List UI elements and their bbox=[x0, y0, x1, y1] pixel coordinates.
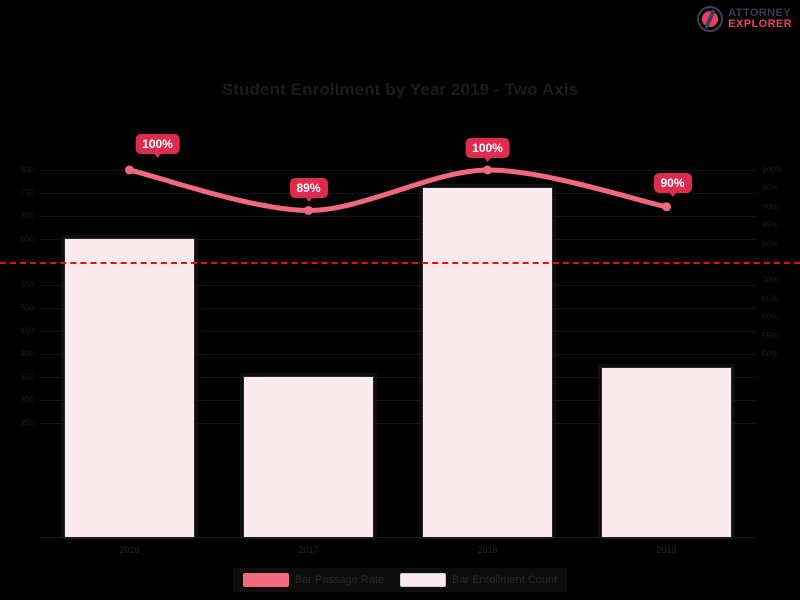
line-point[interactable] bbox=[125, 165, 134, 175]
x-axis-baseline bbox=[40, 537, 756, 538]
legend-swatch-line bbox=[242, 573, 289, 587]
y-tick-left: 800 bbox=[20, 165, 34, 175]
bar[interactable] bbox=[61, 235, 198, 538]
gridline bbox=[40, 170, 756, 171]
data-label: 100% bbox=[465, 138, 510, 162]
line-point[interactable] bbox=[483, 165, 492, 175]
plot-area: 800 750 700 650 600 550 500 450 400 350 300 250 100… bbox=[0, 134, 800, 539]
bar[interactable] bbox=[598, 363, 735, 539]
y-tick-left: 350 bbox=[20, 372, 34, 382]
y-tick-left: 400 bbox=[20, 349, 34, 359]
legend-label-bar: Bar Enrollment Count bbox=[452, 574, 558, 586]
bar[interactable] bbox=[419, 184, 556, 538]
threshold-line bbox=[0, 262, 800, 264]
y-tick-left: 300 bbox=[20, 395, 34, 405]
brand-logo[interactable]: ATTORNEY EXPLORER bbox=[697, 6, 792, 32]
y-tick-right: 50% bbox=[762, 349, 779, 359]
y-tick-right: 90% bbox=[762, 202, 779, 212]
gridline bbox=[40, 377, 756, 378]
y-tick-left: 650 bbox=[20, 234, 34, 244]
y-tick-left: 450 bbox=[20, 326, 34, 336]
bar-series bbox=[40, 170, 756, 539]
x-tick-label: 2019 bbox=[656, 545, 677, 555]
logo-line-1: ATTORNEY bbox=[728, 6, 791, 19]
y-tick-left: 550 bbox=[20, 280, 34, 290]
y-tick-right: 65% bbox=[762, 294, 779, 304]
gridline bbox=[40, 193, 756, 194]
y-tick-left: 250 bbox=[20, 418, 34, 428]
line-path bbox=[127, 167, 669, 213]
logo-line-2: EXPLORER bbox=[728, 18, 792, 30]
gridline bbox=[40, 400, 756, 401]
legend-item-bar-passage-rate[interactable]: Bar Passage Rate bbox=[242, 573, 385, 587]
logo-wordmark: ATTORNEY EXPLORER bbox=[728, 6, 792, 30]
gridline bbox=[40, 285, 756, 286]
y-tick-right: 95% bbox=[762, 183, 779, 193]
y-tick-right: 100% bbox=[762, 165, 783, 175]
y-tick-right: 70% bbox=[762, 275, 779, 285]
y-tick-left: 500 bbox=[20, 303, 34, 313]
legend-label-line: Bar Passage Rate bbox=[294, 574, 385, 586]
x-tick-label: 2018 bbox=[477, 545, 498, 555]
y-tick-right: 85% bbox=[762, 220, 779, 230]
data-label: 89% bbox=[289, 178, 328, 203]
data-label: 100% bbox=[135, 134, 180, 158]
legend-swatch-bar bbox=[400, 573, 447, 587]
y-tick-right: 80% bbox=[762, 239, 779, 249]
line-series bbox=[125, 165, 671, 215]
data-label: 90% bbox=[653, 172, 692, 197]
x-axis-labels: 2016 2017 2018 2019 bbox=[40, 545, 756, 563]
logo-mark-icon bbox=[697, 6, 724, 32]
bar[interactable] bbox=[240, 373, 377, 538]
line-point[interactable] bbox=[304, 205, 313, 215]
y-tick-right: 55% bbox=[762, 331, 779, 341]
chart-legend: Bar Passage Rate Bar Enrollment Count bbox=[0, 568, 800, 592]
gridline bbox=[40, 331, 756, 332]
line-point[interactable] bbox=[662, 202, 671, 212]
gridline bbox=[40, 216, 756, 217]
x-tick-label: 2016 bbox=[119, 545, 140, 555]
gridline bbox=[40, 354, 756, 355]
gridline bbox=[40, 423, 756, 424]
chart-title: Student Enrollment by Year 2019 - Two Ax… bbox=[221, 80, 579, 99]
x-tick-label: 2017 bbox=[298, 545, 319, 555]
legend-item-bar-enrollment-count[interactable]: Bar Enrollment Count bbox=[400, 573, 557, 587]
gridline bbox=[40, 239, 756, 240]
y-tick-left: 700 bbox=[20, 211, 34, 221]
y-tick-left: 750 bbox=[20, 188, 34, 198]
gridline bbox=[40, 308, 756, 309]
y-tick-right: 60% bbox=[762, 312, 779, 322]
